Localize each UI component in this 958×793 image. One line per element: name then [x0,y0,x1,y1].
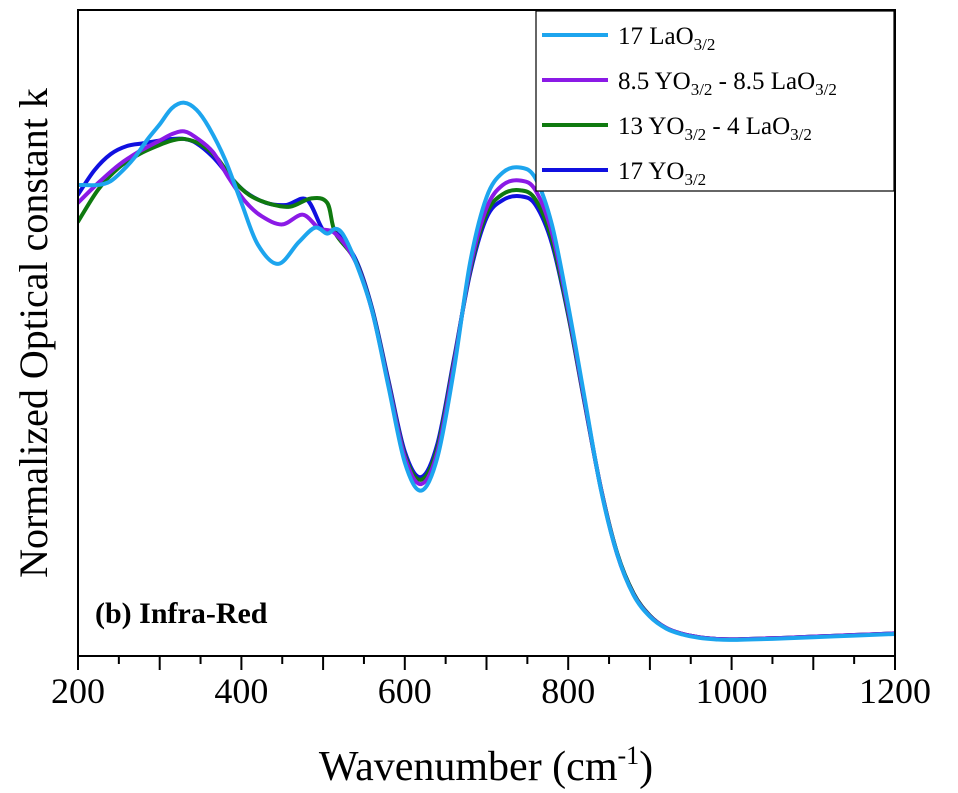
series-line-2 [78,129,895,642]
y-axis-title: Normalized Optical constant k [11,88,56,578]
panel-label: (b) Infra-Red [95,597,268,630]
x-tick-label: 200 [51,671,105,711]
series-line-1 [78,100,895,642]
x-tick-label: 400 [214,671,268,711]
legend-label-4: 17 YO3/2 [618,158,706,189]
x-axis-title-text: Wavenumber (cm [319,744,618,790]
legend-label-3: 13 YO3/2 - 4 LaO3/2 [618,113,812,144]
x-tick-label: 800 [541,671,595,711]
series-layer [78,100,895,642]
x-axis-unit-exponent: -1 [617,741,639,770]
legend-label-2: 8.5 YO3/2 - 8.5 LaO3/2 [618,68,837,99]
x-tick-label: 1200 [859,671,931,711]
x-tick-label: 600 [378,671,432,711]
x-axis-unit-close: ) [639,744,653,790]
x-tick-label: 1000 [696,671,768,711]
legend-label-1: 17 LaO3/2 [618,23,715,54]
legend: 17 LaO3/2 8.5 YO3/2 - 8.5 LaO3/2 13 YO3/2 … [535,10,895,192]
legend-box [535,10,895,192]
x-axis: 200 400 600 800 1000 1200 [51,656,931,711]
x-axis-title: Wavenumber (cm-1) [319,741,653,790]
